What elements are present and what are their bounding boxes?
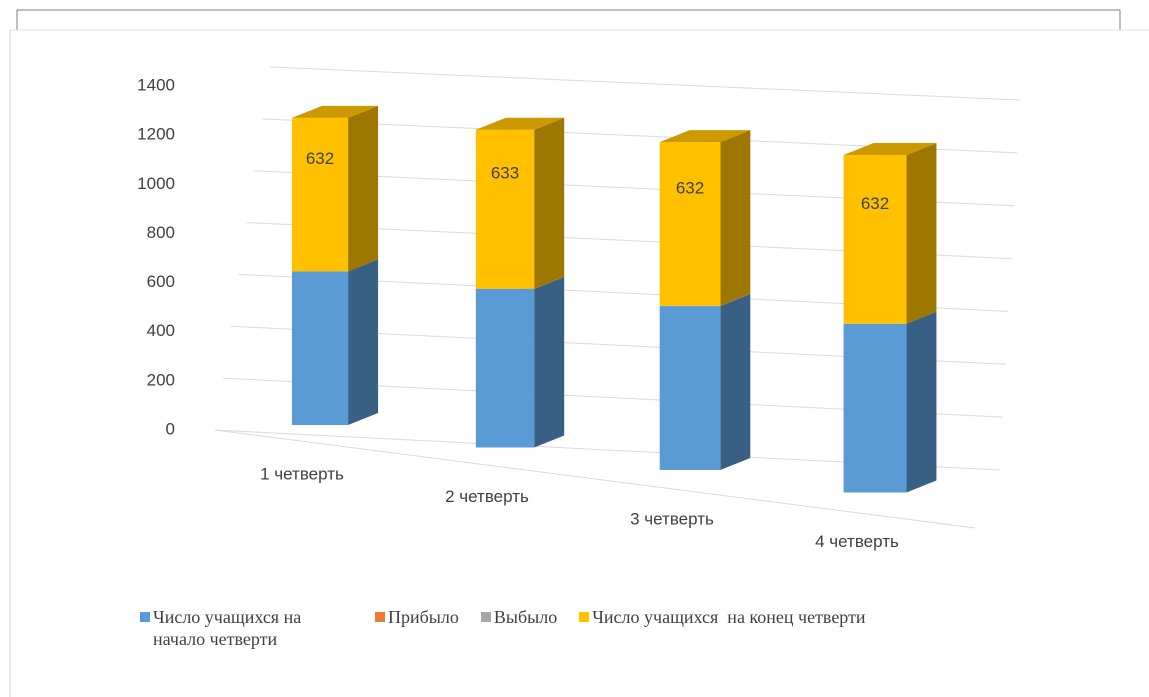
y-tick-label: 1000 bbox=[137, 174, 175, 193]
legend-item: Прибыло bbox=[375, 606, 459, 650]
data-label: 632 bbox=[306, 149, 334, 168]
bar-top bbox=[475, 117, 565, 130]
bar bbox=[475, 288, 535, 448]
legend-item: Число учащихся на начало четверти bbox=[140, 606, 353, 650]
bar-side bbox=[906, 311, 937, 493]
legend-swatch bbox=[375, 612, 385, 622]
bar-side bbox=[348, 259, 379, 425]
floor-edge bbox=[214, 429, 976, 529]
x-tick-label: 4 четверть bbox=[815, 532, 899, 551]
legend-swatch bbox=[140, 612, 150, 622]
bar bbox=[659, 142, 721, 306]
bar-side bbox=[720, 130, 751, 306]
y-tick-label: 600 bbox=[147, 272, 175, 291]
grid-line bbox=[269, 66, 1021, 101]
bar-side bbox=[348, 105, 379, 272]
bar-top bbox=[659, 130, 751, 143]
data-label: 632 bbox=[861, 194, 889, 213]
x-tick-label: 3 четверть bbox=[630, 509, 714, 528]
bar bbox=[843, 155, 907, 324]
bar-side bbox=[534, 276, 565, 448]
legend-label: Число учащихся на начало четверти bbox=[153, 607, 306, 649]
y-tick-label: 1400 bbox=[137, 75, 175, 94]
y-tick-label: 200 bbox=[147, 370, 175, 389]
bar bbox=[659, 306, 721, 470]
bar-top bbox=[291, 105, 379, 118]
bar-side bbox=[534, 276, 565, 289]
data-label: 633 bbox=[491, 164, 519, 183]
legend: Число учащихся на начало четверти Прибыло… bbox=[140, 606, 888, 650]
legend-label: Прибыло bbox=[388, 607, 459, 627]
bar-side bbox=[534, 117, 565, 289]
y-tick-label: 1200 bbox=[137, 125, 175, 144]
legend-item: Число учащихся на конец четверти bbox=[579, 606, 866, 650]
bar bbox=[475, 129, 535, 289]
bar bbox=[291, 117, 349, 272]
x-tick-label: 2 четверть bbox=[445, 487, 529, 506]
bar bbox=[843, 323, 907, 493]
legend-swatch bbox=[480, 612, 491, 622]
bar bbox=[291, 271, 349, 425]
y-tick-label: 400 bbox=[147, 321, 175, 340]
y-tick-label: 800 bbox=[147, 223, 175, 242]
bar-top bbox=[843, 143, 937, 156]
x-tick-label: 1 четверть bbox=[260, 464, 344, 483]
bar-side bbox=[906, 143, 937, 324]
data-label: 632 bbox=[676, 178, 704, 197]
bar-side bbox=[720, 293, 751, 307]
y-tick-label: 0 bbox=[166, 419, 175, 438]
legend-label: Выбыло bbox=[493, 607, 558, 627]
legend-swatch bbox=[579, 612, 590, 622]
legend-label: Число учащихся на конец четверти bbox=[592, 607, 866, 627]
bar-side bbox=[720, 294, 751, 470]
legend-item: Выбыло bbox=[480, 606, 558, 650]
